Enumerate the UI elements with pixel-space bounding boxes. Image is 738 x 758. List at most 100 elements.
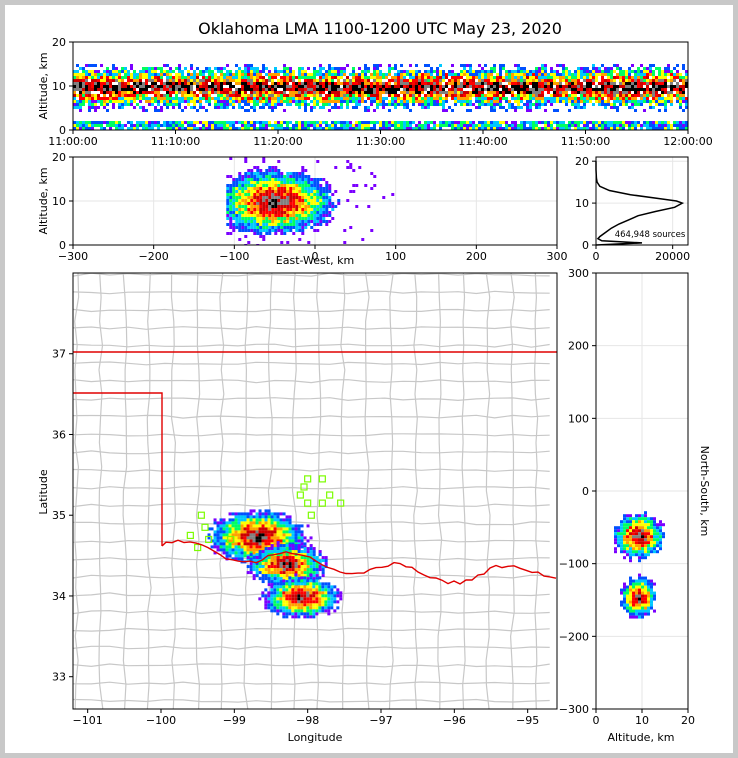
- density-cell: [246, 521, 250, 525]
- density-cell: [445, 97, 448, 100]
- density-cell: [286, 214, 290, 217]
- lma-station-marker: [197, 511, 205, 519]
- density-cell: [493, 124, 496, 127]
- density-cell: [225, 527, 229, 531]
- density-cell: [397, 73, 400, 76]
- density-cell: [142, 82, 145, 85]
- density-cell: [241, 223, 245, 226]
- density-cell: [623, 517, 626, 521]
- density-cell: [463, 121, 466, 124]
- density-cell: [664, 103, 667, 106]
- density-cell: [514, 76, 517, 79]
- density-cell: [454, 73, 457, 76]
- density-cell: [148, 124, 151, 127]
- density-cell: [298, 217, 302, 220]
- density-cell: [442, 121, 445, 124]
- density-cell: [592, 76, 595, 79]
- density-cell: [623, 541, 626, 545]
- density-cell: [433, 97, 436, 100]
- density-cell: [682, 91, 685, 94]
- density-cell: [246, 524, 250, 528]
- density-cell: [328, 64, 331, 67]
- density-cell: [418, 124, 421, 127]
- density-cell: [304, 124, 307, 127]
- density-cell: [246, 536, 250, 540]
- density-cell: [337, 202, 341, 205]
- density-cell: [625, 97, 628, 100]
- density-cell: [337, 121, 340, 124]
- density-cell: [238, 172, 242, 175]
- density-cell: [280, 202, 284, 205]
- density-cell: [469, 76, 472, 79]
- density-cell: [270, 594, 274, 598]
- density-cell: [243, 554, 247, 558]
- density-cell: [448, 91, 451, 94]
- density-cell: [226, 187, 230, 190]
- density-cell: [670, 100, 673, 103]
- density-cell: [285, 574, 289, 578]
- density-cell: [219, 542, 223, 546]
- density-cell: [234, 542, 238, 546]
- density-cell: [637, 88, 640, 91]
- density-cell: [520, 70, 523, 73]
- density-cell: [517, 64, 520, 67]
- density-cell: [544, 121, 547, 124]
- density-cell: [294, 606, 298, 610]
- density-cell: [112, 91, 115, 94]
- county-line: [73, 663, 550, 668]
- density-cell: [526, 94, 529, 97]
- density-cell: [279, 585, 283, 589]
- density-cell: [244, 121, 247, 124]
- density-cell: [246, 571, 250, 575]
- density-cell: [568, 79, 571, 82]
- density-cell: [256, 205, 260, 208]
- density-cell: [313, 196, 317, 199]
- density-cell: [279, 550, 283, 554]
- density-cell: [364, 91, 367, 94]
- density-cell: [295, 94, 298, 97]
- density-cell: [685, 76, 688, 79]
- density-cell: [232, 187, 236, 190]
- density-cell: [472, 121, 475, 124]
- density-cell: [679, 91, 682, 94]
- density-cell: [303, 556, 307, 560]
- density-cell: [463, 103, 466, 106]
- density-cell: [466, 82, 469, 85]
- density-cell: [121, 88, 124, 91]
- density-cell: [640, 73, 643, 76]
- density-cell: [276, 585, 280, 589]
- density-cell: [210, 545, 214, 549]
- density-cell: [205, 91, 208, 94]
- density-cell: [85, 127, 88, 130]
- density-cell: [679, 88, 682, 91]
- density-cell: [511, 79, 514, 82]
- density-cell: [261, 565, 265, 569]
- density-cell: [253, 202, 257, 205]
- density-cell: [259, 187, 263, 190]
- density-cell: [634, 88, 637, 91]
- density-cell: [312, 556, 316, 560]
- density-cell: [664, 67, 667, 70]
- density-cell: [88, 109, 91, 112]
- density-cell: [601, 88, 604, 91]
- density-cell: [249, 530, 253, 534]
- density-cell: [249, 515, 253, 519]
- density-cell: [238, 97, 241, 100]
- density-cell: [556, 64, 559, 67]
- density-cell: [316, 205, 320, 208]
- density-cell: [244, 76, 247, 79]
- density-cell: [529, 88, 532, 91]
- density-cell: [238, 121, 241, 124]
- density-cell: [133, 97, 136, 100]
- density-cell: [289, 217, 293, 220]
- density-cell: [439, 94, 442, 97]
- density-cell: [121, 103, 124, 106]
- density-cell: [364, 106, 367, 109]
- density-cell: [229, 211, 233, 214]
- density-cell: [304, 88, 307, 91]
- density-cell: [121, 124, 124, 127]
- density-cell: [226, 190, 230, 193]
- density-cell: [451, 79, 454, 82]
- density-cell: [505, 85, 508, 88]
- density-cell: [430, 82, 433, 85]
